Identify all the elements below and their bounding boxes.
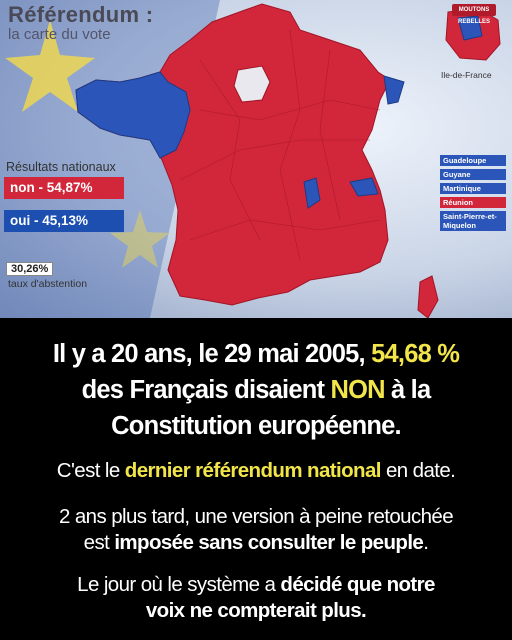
paragraph-line: 2 ans plus tard, une version à peine ret…: [58, 505, 454, 528]
france-alsace-oui: [383, 75, 405, 105]
bold-text: imposée sans consulter le peuple: [114, 531, 424, 554]
results-label: Résultats nationaux: [6, 160, 116, 174]
corsica: [417, 275, 439, 318]
france-savoie-oui: [349, 177, 379, 197]
overseas-item: Saint-Pierre-et-Miquelon: [440, 211, 506, 231]
france-west-oui: [75, 71, 191, 159]
headline-line: des Français disaient NON à la: [0, 372, 512, 408]
body-text: Le jour où le système a: [77, 573, 281, 596]
map-subtitle: la carte du vote: [8, 26, 111, 43]
abstention-label: taux d'abstention: [8, 278, 88, 290]
headline-text: des Français disaient: [81, 376, 331, 404]
inset-label: Ile-de-France: [441, 70, 492, 80]
non-result-badge: non - 54,87%: [4, 177, 124, 199]
eu-star-icon: [110, 210, 170, 268]
abstention-value: 30,26%: [6, 262, 54, 276]
headline-text: Il y a 20 ans, le 29 mai 2005,: [52, 340, 372, 368]
highlight-non: NON: [330, 376, 385, 404]
headline-line: Il y a 20 ans, le 29 mai 2005, 54,68 %: [0, 336, 512, 372]
referendum-map-panel: Référendum : la carte du vote: [0, 0, 512, 318]
paragraph-line: C'est le dernier référendum national en …: [0, 458, 512, 484]
body-text: .: [423, 531, 429, 554]
paragraph-line: Le jour où le système a décidé que notre: [0, 572, 512, 598]
paragraph-line: voix ne compterait plus.: [145, 599, 367, 622]
oui-result-badge: oui - 45,13%: [4, 210, 124, 232]
body-text: C'est le: [56, 459, 125, 482]
eu-star-icon: [5, 20, 95, 112]
highlight-percentage: 54,68 %: [371, 340, 460, 368]
headline-line: Constitution européenne.: [111, 412, 401, 440]
headline-text: à la: [384, 376, 431, 404]
paris-region: [233, 65, 271, 103]
highlight-text: dernier référendum national: [124, 459, 382, 482]
caption-panel: Il y a 20 ans, le 29 mai 2005, 54,68 % d…: [0, 318, 512, 640]
france-mainland-non: [75, 3, 391, 306]
body-text: est: [83, 531, 115, 554]
france-vote-map: [75, 3, 501, 318]
overseas-item: Réunion: [440, 197, 506, 208]
france-rhone-oui: [303, 177, 321, 209]
body-text: en date.: [380, 459, 456, 482]
overseas-item: Martinique: [440, 183, 506, 194]
overseas-legend: Guadeloupe Guyane Martinique Réunion Sai…: [440, 155, 506, 234]
paragraph-line: est imposée sans consulter le peuple.: [0, 530, 512, 556]
map-title: Référendum :: [8, 2, 154, 27]
overseas-item: Guyane: [440, 169, 506, 180]
overseas-item: Guadeloupe: [440, 155, 506, 166]
bold-text: décidé que notre: [280, 573, 435, 596]
brand-logo: MOUTONS REBELLES: [452, 4, 496, 25]
